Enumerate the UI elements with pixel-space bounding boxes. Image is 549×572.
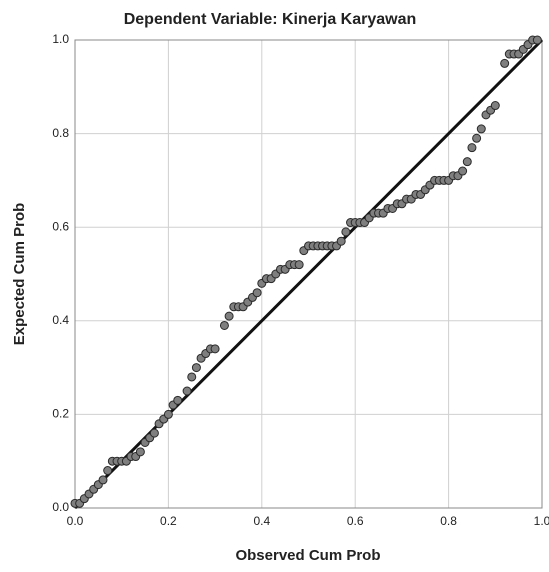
data-point bbox=[501, 59, 509, 67]
data-point bbox=[225, 312, 233, 320]
x-tick-label: 0.6 bbox=[347, 514, 364, 528]
y-tick-label: 0.2 bbox=[52, 407, 69, 421]
data-point bbox=[104, 467, 112, 475]
data-point bbox=[342, 228, 350, 236]
y-tick-label: 0.8 bbox=[52, 126, 69, 140]
y-tick-label: 0.0 bbox=[52, 500, 69, 514]
data-point bbox=[468, 144, 476, 152]
data-point bbox=[477, 125, 485, 133]
data-point bbox=[295, 261, 303, 269]
y-axis-label: Expected Cum Prob bbox=[11, 203, 28, 346]
chart-title: Dependent Variable: Kinerja Karyawan bbox=[124, 11, 417, 28]
data-point bbox=[174, 396, 182, 404]
data-point bbox=[463, 158, 471, 166]
data-point bbox=[164, 410, 172, 418]
data-point bbox=[533, 36, 541, 44]
y-tick-label: 1.0 bbox=[52, 32, 69, 46]
data-point bbox=[473, 134, 481, 142]
x-tick-label: 0.8 bbox=[440, 514, 457, 528]
data-point bbox=[136, 448, 144, 456]
data-point bbox=[183, 387, 191, 395]
y-tick-label: 0.4 bbox=[52, 313, 69, 327]
chart: Dependent Variable: Kinerja Karyawan Obs… bbox=[0, 0, 549, 572]
data-point bbox=[188, 373, 196, 381]
x-axis-label: Observed Cum Prob bbox=[235, 547, 380, 564]
data-point bbox=[253, 289, 261, 297]
data-point bbox=[220, 321, 228, 329]
x-tick-label: 0.0 bbox=[67, 514, 84, 528]
data-point bbox=[211, 345, 219, 353]
data-point bbox=[99, 476, 107, 484]
data-point bbox=[192, 364, 200, 372]
x-tick-label: 0.2 bbox=[160, 514, 177, 528]
x-tick-label: 1.0 bbox=[534, 514, 549, 528]
data-point bbox=[459, 167, 467, 175]
data-point bbox=[150, 429, 158, 437]
x-tick-label: 0.4 bbox=[253, 514, 270, 528]
data-point bbox=[337, 237, 345, 245]
y-tick-label: 0.6 bbox=[52, 219, 69, 233]
data-point bbox=[491, 102, 499, 110]
